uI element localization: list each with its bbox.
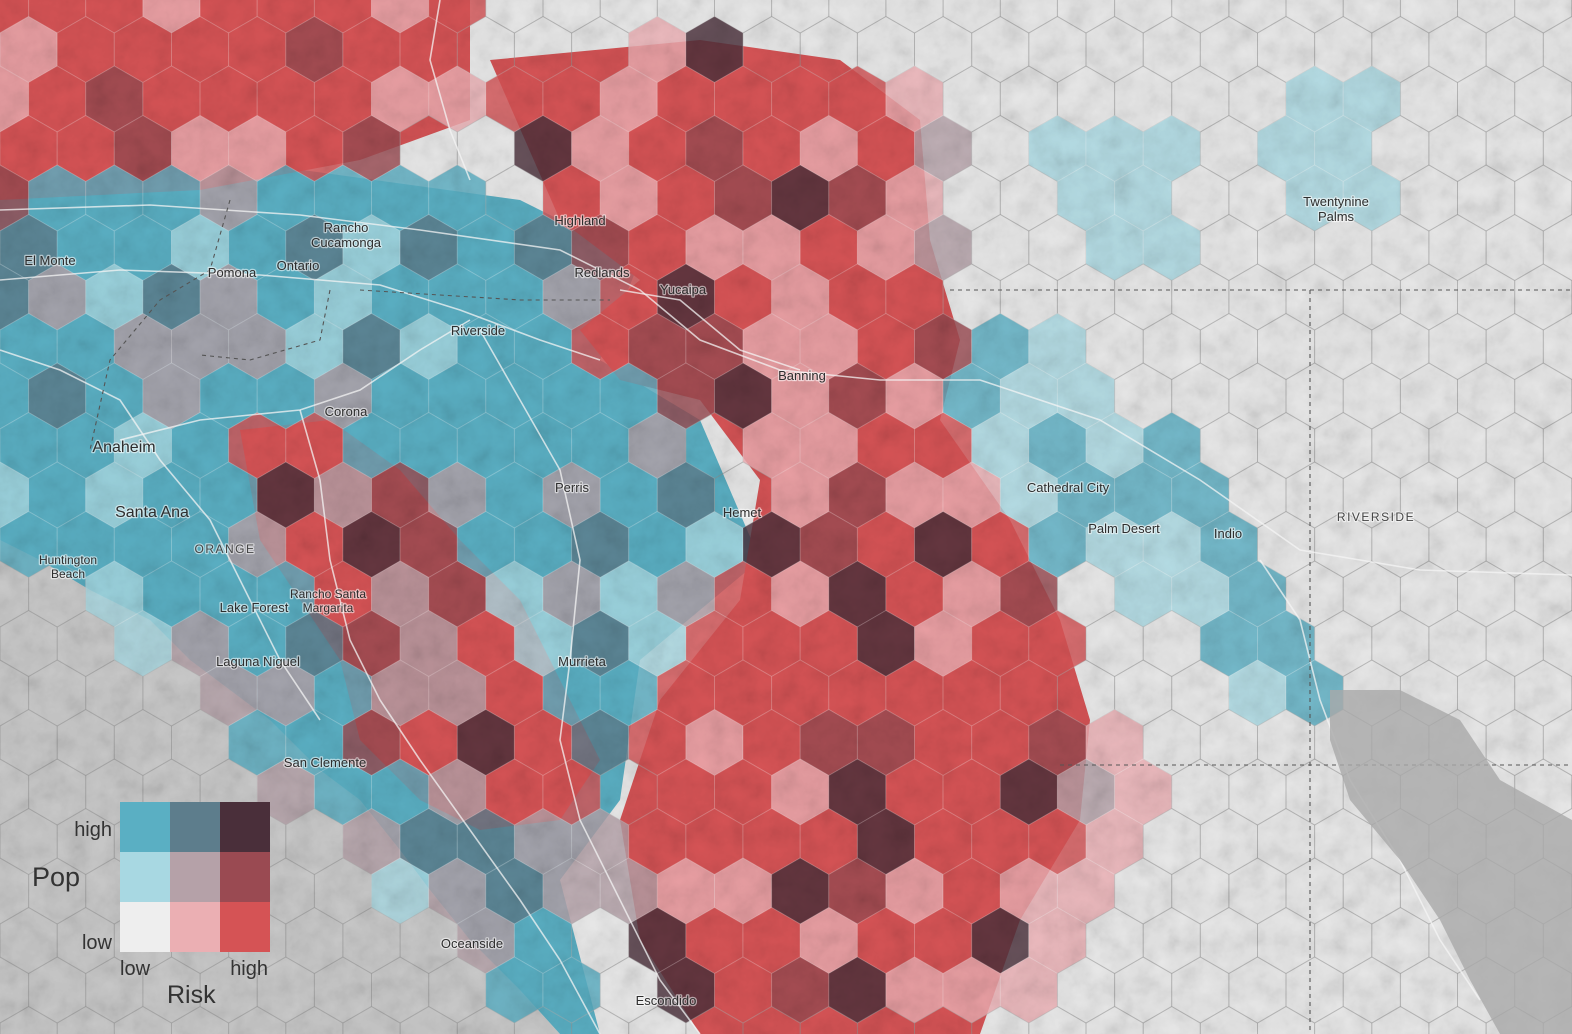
legend-risk-low-label: low (120, 958, 151, 980)
place-label: Huntington Beach (39, 553, 97, 581)
place-label: Oceanside (441, 936, 503, 951)
place-label: Santa Ana (115, 504, 189, 521)
place-label: Hemet (723, 505, 762, 520)
place-label: Rancho Cucamonga (311, 220, 382, 250)
place-label: ORANGE (194, 542, 255, 556)
place-label: Cathedral City (1027, 480, 1110, 495)
place-label: Palm Desert (1088, 521, 1160, 536)
legend-cell-pop-mid-risk-mid (170, 852, 220, 902)
legend-cell-pop-mid-risk-low (120, 852, 170, 902)
legend-cell-pop-low-risk-high (220, 902, 270, 952)
legend-pop-high-label: high (74, 819, 112, 841)
place-label: Laguna Niguel (216, 654, 300, 669)
place-label: Riverside (451, 323, 505, 338)
place-label: Yucaipa (660, 282, 707, 297)
place-label: El Monte (24, 253, 75, 268)
place-labels: El Monte Pomona Ontario Rancho Cucamonga High… (23, 193, 1415, 1010)
legend-risk-title: Risk (167, 981, 216, 1009)
place-label: Murrieta (558, 654, 606, 669)
legend-cell-pop-mid-risk-high (220, 852, 270, 902)
place-label: Rancho Santa Margarita (290, 587, 366, 615)
place-label: Ontario (277, 258, 320, 273)
place-label: Perris (555, 480, 589, 495)
place-label: Escondido (636, 993, 697, 1008)
legend-pop-low-label: low (82, 932, 113, 954)
legend-pop-title: Pop (32, 862, 80, 892)
legend-cell-pop-low-risk-low (120, 902, 170, 952)
place-label: Anaheim (92, 439, 155, 456)
place-label: San Clemente (284, 755, 366, 770)
place-label: Pomona (208, 265, 257, 280)
salton-basin (1330, 690, 1572, 1034)
legend-risk-high-label: high (230, 958, 268, 980)
place-label: Corona (325, 404, 368, 419)
place-label: Banning (778, 368, 826, 383)
place-label: Indio (1214, 526, 1242, 541)
legend: high low Pop low high Risk (32, 802, 270, 1009)
legend-cell-pop-low-risk-mid (170, 902, 220, 952)
legend-cell-pop-high-risk-mid (170, 802, 220, 852)
place-label: Redlands (575, 265, 630, 280)
place-label: Lake Forest (220, 600, 289, 615)
place-label: RIVERSIDE (1337, 510, 1415, 524)
place-label: Twentynine Palms (1303, 194, 1369, 224)
legend-cell-pop-high-risk-high (220, 802, 270, 852)
legend-cell-pop-high-risk-low (120, 802, 170, 852)
place-label: Highland (554, 213, 605, 228)
